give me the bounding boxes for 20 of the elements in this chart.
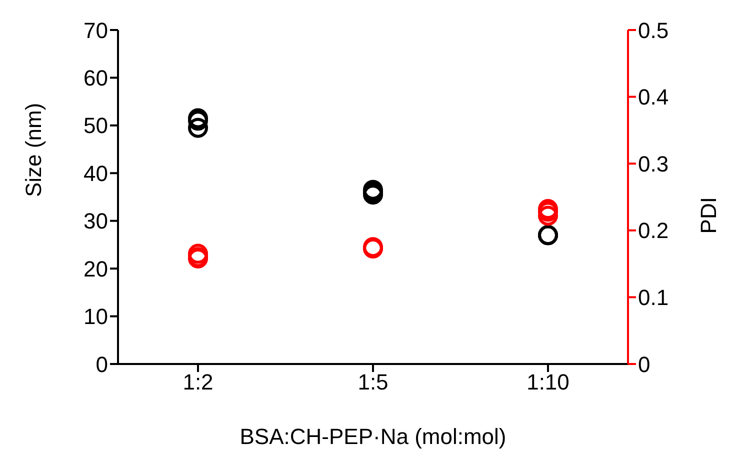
y2-tick-label: 0.1 [638, 285, 669, 310]
y-tick-label: 40 [84, 160, 108, 186]
y-axis-title: Size (nm) [20, 102, 46, 197]
y2-tick-label: 0 [638, 352, 650, 377]
y2-tick-label: 0.3 [638, 151, 669, 176]
x-tick-label: 1:5 [358, 370, 388, 395]
y-tick-label: 30 [84, 208, 108, 234]
y2-axis-title: PDI [696, 197, 721, 234]
y2-tick-label: 0.5 [638, 18, 669, 43]
y2-tick-label: 0.4 [638, 84, 669, 110]
x-axis-title: BSA:CH-PEP·Na (mol:mol) [240, 424, 506, 449]
y-tick-label: 10 [84, 304, 108, 330]
y2-tick-label: 0.2 [638, 218, 669, 244]
y-tick-label: 60 [84, 66, 108, 91]
x-tick-label: 1:2 [182, 370, 214, 395]
y-tick-label: 0 [96, 352, 108, 377]
x-tick-label: 1:10 [526, 370, 570, 395]
y-tick-label: 70 [84, 18, 108, 43]
y-tick-label: 20 [84, 256, 108, 282]
y-tick-label: 50 [84, 113, 108, 138]
